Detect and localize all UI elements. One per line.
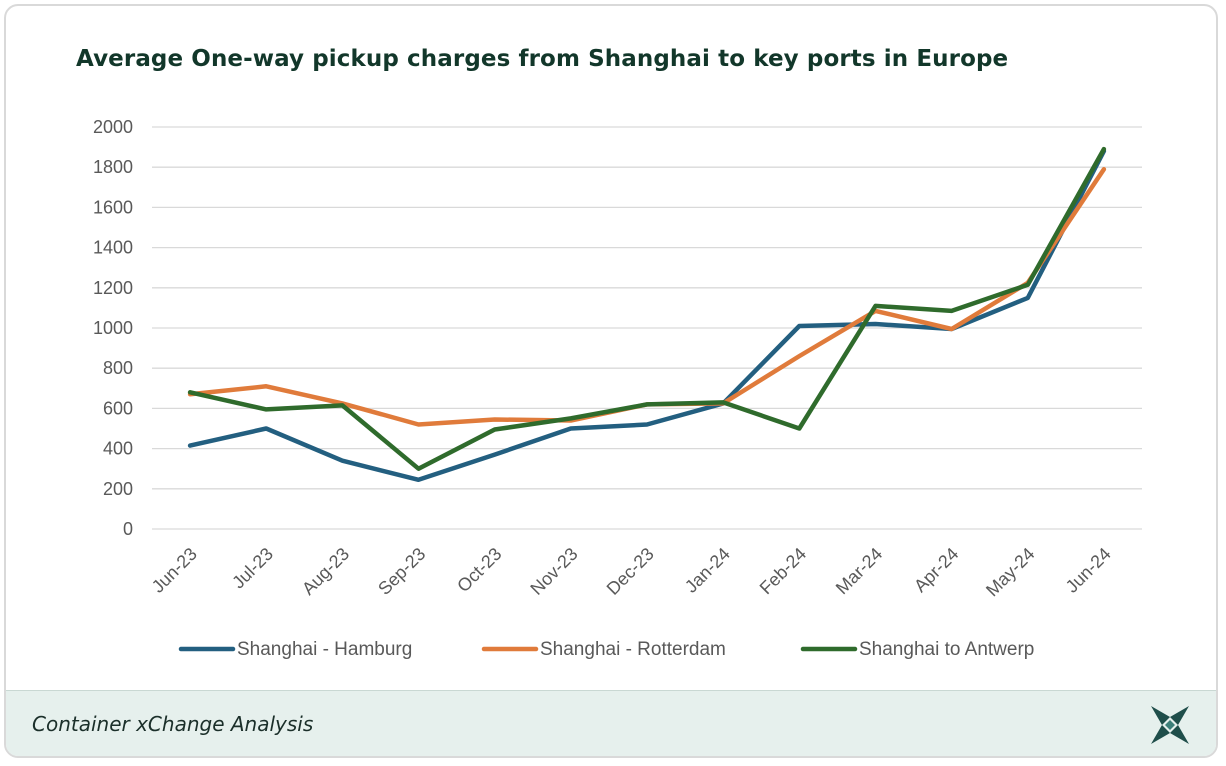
footer-caption: Container xChange Analysis xyxy=(32,712,314,736)
y-tick-label: 1400 xyxy=(93,238,133,258)
y-tick-label: 0 xyxy=(123,519,133,539)
y-tick-label: 1800 xyxy=(93,157,133,177)
legend-label: Shanghai - Rotterdam xyxy=(540,639,726,660)
y-tick-label: 400 xyxy=(103,439,133,459)
x-tick-label: Aug-23 xyxy=(298,544,353,599)
series-line-0 xyxy=(187,148,1107,483)
x-tick-label: Oct-23 xyxy=(453,544,505,596)
x-tick-label: Apr-24 xyxy=(910,544,962,596)
chart-card: Average One-way pickup charges from Shan… xyxy=(4,4,1218,758)
xchange-logo-icon xyxy=(1151,706,1189,744)
x-tick-label: Nov-23 xyxy=(526,544,581,599)
legend-label: Shanghai to Antwerp xyxy=(859,639,1034,660)
x-tick-label: Feb-24 xyxy=(756,544,810,598)
y-tick-label: 1000 xyxy=(93,318,133,338)
x-tick-label: Jan-24 xyxy=(681,544,734,597)
y-tick-label: 2000 xyxy=(93,117,133,137)
x-tick-label: Jun-23 xyxy=(148,544,201,597)
y-tick-label: 200 xyxy=(103,479,133,499)
y-tick-label: 600 xyxy=(103,398,133,418)
x-tick-label: Jun-24 xyxy=(1062,544,1115,597)
x-tick-label: Jul-23 xyxy=(228,544,277,593)
x-tick-label: May-24 xyxy=(982,544,1039,601)
y-tick-label: 1200 xyxy=(93,278,133,298)
y-tick-label: 1600 xyxy=(93,197,133,217)
footer-bar: Container xChange Analysis xyxy=(6,690,1216,756)
x-tick-label: Mar-24 xyxy=(832,544,886,598)
chart-title: Average One-way pickup charges from Shan… xyxy=(76,46,1009,72)
series-line-2 xyxy=(187,146,1107,471)
legend-label: Shanghai - Hamburg xyxy=(237,639,412,660)
x-tick-label: Sep-23 xyxy=(374,544,429,599)
line-chart: 0 200 400 600 800 1000 1200 1400 1600 1800 2000 Jun… xyxy=(93,117,1142,660)
x-tick-label: Dec-23 xyxy=(603,544,658,599)
y-tick-label: 800 xyxy=(103,358,133,378)
